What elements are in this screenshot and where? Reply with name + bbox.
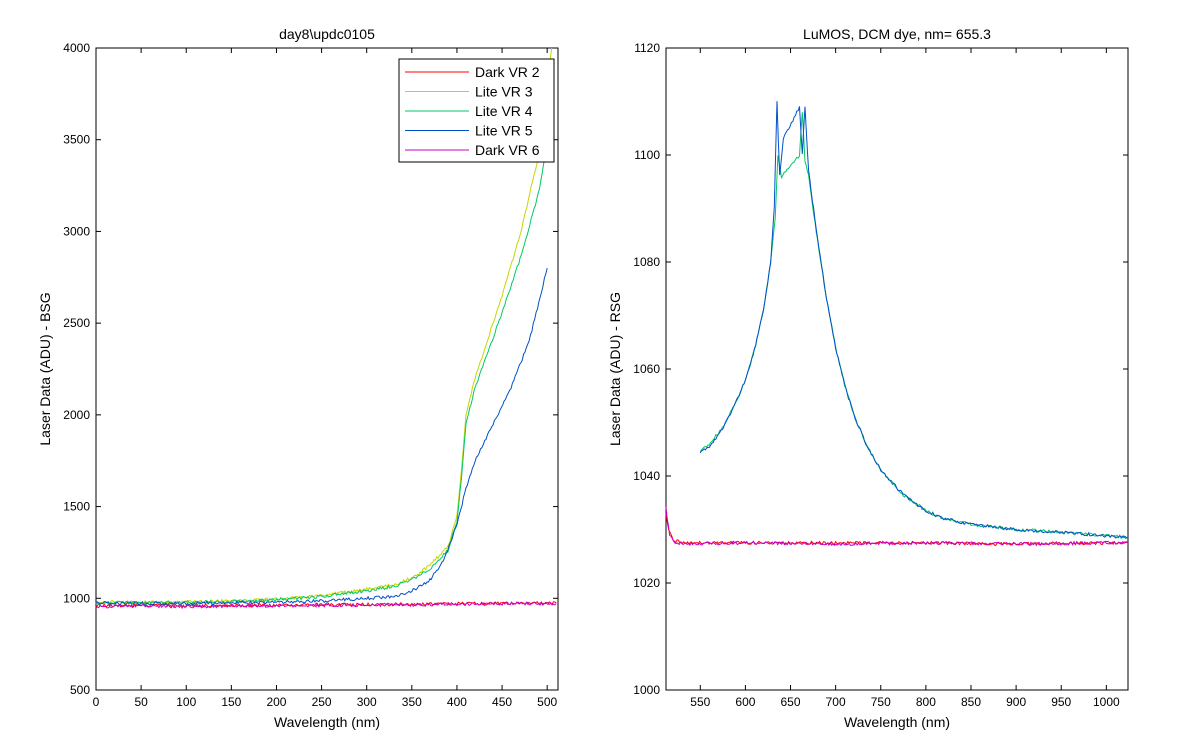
- left-y-tick-label: 500: [70, 683, 90, 697]
- left-series-line-3: [95, 267, 548, 606]
- right-x-tick-label: 800: [916, 695, 936, 709]
- right-series-line-3: [699, 101, 1129, 539]
- right-y-tick-label: 1000: [633, 683, 660, 697]
- right-y-axis-label: Laser Data (ADU) - RSG: [607, 292, 623, 446]
- left-series-group: [95, 47, 557, 610]
- legend-entry: Lite VR 5: [475, 123, 533, 139]
- right-y-tick-label: 1080: [633, 255, 660, 269]
- right-x-tick-label: 550: [690, 695, 710, 709]
- right-chart-title: LuMOS, DCM dye, nm= 655.3: [803, 26, 991, 42]
- left-x-tick-label: 100: [176, 695, 196, 709]
- left-y-tick-label: 4000: [63, 41, 90, 55]
- right-y-tick-label: 1020: [633, 576, 660, 590]
- right-plot-area: [665, 47, 1129, 691]
- left-subplot: day8\updc0105 Wavelength (nm) Laser Data…: [37, 26, 559, 730]
- left-y-tick-label: 3000: [63, 224, 90, 238]
- legend-entry: Lite VR 4: [475, 103, 533, 119]
- left-y-tick-label: 1000: [63, 591, 90, 605]
- right-y-tick-label: 1100: [634, 148, 660, 162]
- right-x-tick-label: 850: [961, 695, 981, 709]
- left-x-tick-label: 400: [447, 695, 467, 709]
- right-subplot: LuMOS, DCM dye, nm= 655.3 Wavelength (nm…: [607, 26, 1129, 730]
- right-y-tick-label: 1060: [633, 362, 660, 376]
- left-x-tick-label: 200: [266, 695, 286, 709]
- right-x-axis-label: Wavelength (nm): [844, 714, 950, 730]
- left-axis-ticks: 0 50 100 150 200 250 300 350 400 450 500 500 1000 150…: [63, 41, 558, 709]
- left-chart-title: day8\updc0105: [279, 26, 375, 42]
- right-axis-ticks: 550 600 650 700 750 800 850 900 950 1000 1000 1020 1…: [633, 41, 1128, 709]
- right-x-tick-label: 700: [826, 695, 846, 709]
- left-x-tick-label: 250: [312, 695, 332, 709]
- left-y-tick-label: 3500: [63, 133, 90, 147]
- legend-entry: Lite VR 3: [475, 84, 533, 100]
- left-x-tick-label: 450: [492, 695, 512, 709]
- left-x-tick-label: 300: [357, 695, 377, 709]
- left-x-tick-label: 150: [221, 695, 241, 709]
- right-y-tick-label: 1040: [633, 469, 660, 483]
- left-y-tick-label: 1500: [63, 500, 90, 514]
- left-x-tick-label: 350: [402, 695, 422, 709]
- right-y-tick-label: 1120: [634, 41, 660, 55]
- right-series-line-1: [665, 507, 1129, 547]
- right-x-tick-label: 600: [735, 695, 755, 709]
- legend-entry: Dark VR 6: [475, 142, 540, 158]
- left-y-axis-label: Laser Data (ADU) - BSG: [37, 292, 53, 445]
- left-x-tick-label: 500: [537, 695, 557, 709]
- left-x-axis-label: Wavelength (nm): [274, 714, 380, 730]
- right-x-tick-label: 950: [1051, 695, 1071, 709]
- right-x-tick-label: 750: [871, 695, 891, 709]
- right-x-tick-label: 900: [1006, 695, 1026, 709]
- left-x-tick-label: 50: [134, 695, 148, 709]
- right-series-group: [665, 101, 1129, 547]
- legend-entry: Dark VR 2: [475, 64, 540, 80]
- right-x-tick-label: 650: [781, 695, 801, 709]
- right-x-tick-label: 1000: [1093, 695, 1120, 709]
- left-x-tick-label: 0: [93, 695, 100, 709]
- left-series-line-4: [95, 600, 557, 610]
- left-y-tick-label: 2500: [63, 316, 90, 330]
- left-y-tick-label: 2000: [63, 408, 90, 422]
- left-legend: Dark VR 2 Lite VR 3 Lite VR 4 Lite VR 5 Dark…: [398, 58, 555, 163]
